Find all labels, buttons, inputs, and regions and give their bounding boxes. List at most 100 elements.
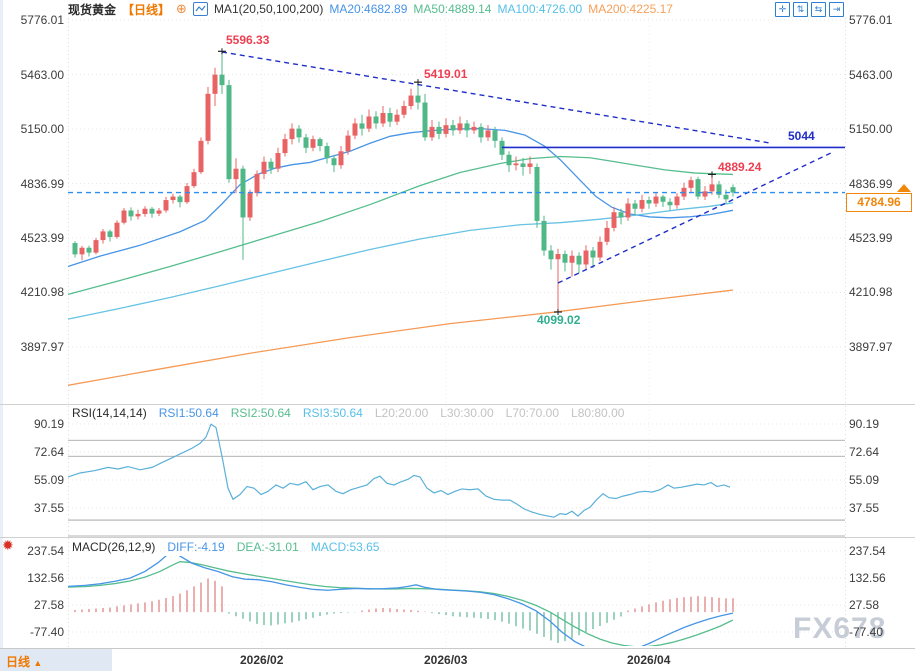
period-selector[interactable]: 日线 ▲ [6, 653, 42, 670]
candle-body [562, 254, 568, 263]
candle-body [646, 200, 652, 204]
candle-body [604, 227, 610, 242]
candle-body [114, 222, 120, 237]
candle-body [688, 180, 694, 188]
macd-axis-label-right: 132.56 [849, 571, 886, 585]
candle-body [233, 168, 239, 180]
rsi2-value: RSI2:50.64 [230, 406, 291, 420]
candle-body [198, 140, 204, 173]
ma200-value: MA200:4225.17 [588, 2, 673, 16]
price-axis-label-left: 5463.00 [20, 67, 64, 82]
rsi3-value: RSI3:50.64 [302, 406, 363, 420]
macd-axis-label-left: 237.54 [27, 544, 64, 558]
price-annotation: 5419.01 [424, 67, 468, 81]
crosshair-sun-icon[interactable]: ✹ [2, 537, 14, 553]
macd-axis-label-left: 132.56 [27, 571, 64, 585]
candle-body [331, 158, 337, 166]
candle-body [443, 125, 449, 134]
pan-crosshair-icon[interactable]: ✛ [775, 2, 790, 17]
candle-body [590, 250, 596, 258]
period-selector-bg [0, 649, 112, 671]
candle-body [149, 208, 155, 214]
candle-body [632, 203, 638, 209]
candle-body [366, 116, 372, 129]
candle-body [107, 231, 113, 237]
ma100-value: MA100:4726.00 [497, 2, 583, 16]
macd-panel-header: MACD(26,12,9) DIFF:-4.19 DEA:-31.01 MACD… [72, 540, 379, 554]
price-axis-label-right: 5776.01 [849, 13, 893, 27]
candle-body [72, 243, 78, 255]
rsi-axis-label-left: 37.55 [33, 501, 64, 515]
candle-body [408, 95, 414, 107]
macd-axis-label-left: -77.40 [29, 625, 64, 639]
candle-body [548, 250, 554, 260]
macd-diff-value: DIFF:-4.19 [167, 540, 225, 554]
candle-body [303, 137, 309, 148]
add-indicator-icon[interactable]: ⊕ [176, 1, 187, 16]
rsi-axis-label-left: 55.09 [33, 473, 64, 487]
ma20-value: MA20:4682.89 [329, 2, 408, 16]
scale-x-axis-icon[interactable]: ⇆ [811, 2, 826, 17]
price-axis-label-left: 4523.99 [20, 230, 64, 245]
chart-toolbar: ✛ ⇅ ⇆ ⇥ [775, 2, 844, 17]
candle-body [121, 210, 127, 223]
candle-body [506, 154, 512, 166]
candle-body [86, 247, 92, 253]
rsi-l80-label: L80:80.00 [571, 406, 625, 420]
candle-body [513, 163, 519, 166]
reset-viewport-icon[interactable]: ⇥ [829, 2, 844, 17]
period-selector-arrow-icon: ▲ [33, 658, 43, 668]
candle-body [576, 255, 582, 265]
candle-body [611, 212, 617, 228]
price-axis-label-right: 4523.99 [849, 230, 893, 245]
candle-body [478, 126, 484, 138]
candle-body [618, 212, 624, 218]
resistance-level-label: 5044 [788, 129, 815, 143]
candle-body [247, 193, 253, 218]
price-annotation: 4889.24 [718, 160, 762, 174]
rsi1-value: RSI1:50.64 [158, 406, 219, 420]
candle-body [212, 74, 218, 94]
candle-body [261, 161, 267, 174]
candle-body [569, 255, 575, 263]
price-axis-label-right: 4836.99 [849, 176, 893, 191]
candle-body [695, 179, 701, 197]
macd-axis-label-right: 237.54 [849, 544, 886, 558]
candle-body [93, 240, 99, 253]
candle-body [135, 213, 141, 217]
ma50-line [67, 155, 734, 296]
price-annotation: 4099.02 [537, 313, 581, 327]
candle-body [184, 186, 190, 203]
candle-body [674, 196, 680, 206]
scale-y-axis-icon[interactable]: ⇅ [793, 2, 808, 17]
price-axis-label-left: 5150.00 [20, 121, 64, 136]
candle-body [653, 196, 659, 204]
x-axis-month-label: 2026/03 [424, 653, 468, 667]
candle-body [100, 231, 106, 241]
timeframe-label[interactable]: 【日线】 [122, 2, 171, 17]
candle-body [583, 250, 589, 265]
price-panel [67, 51, 834, 386]
macd-axis-label-right: -77.40 [849, 625, 884, 639]
macd-macd-value: MACD:53.65 [310, 540, 380, 554]
candle-body [660, 196, 666, 202]
candle-body [219, 74, 225, 86]
macd-dea-value: DEA:-31.01 [236, 540, 299, 554]
candle-body [429, 126, 435, 138]
ma100-line [67, 202, 734, 320]
candle-body [667, 201, 673, 206]
candle-body [401, 106, 407, 115]
price-up-arrow-icon [897, 184, 911, 192]
candle-body [205, 93, 211, 141]
symbol-title: 现货黄金 [68, 2, 117, 17]
candle-body [338, 151, 344, 166]
candle-body [324, 146, 330, 159]
left-edge-strip [0, 0, 3, 648]
rsi-axis-label-right: 37.55 [849, 501, 880, 515]
time-axis-bar: 日线 ▲ 2026/02 2026/03 2026/04 [0, 648, 915, 671]
candle-body [555, 254, 561, 260]
candle-body [415, 95, 421, 103]
candle-body [79, 247, 85, 255]
chart-type-icon[interactable] [192, 2, 208, 16]
